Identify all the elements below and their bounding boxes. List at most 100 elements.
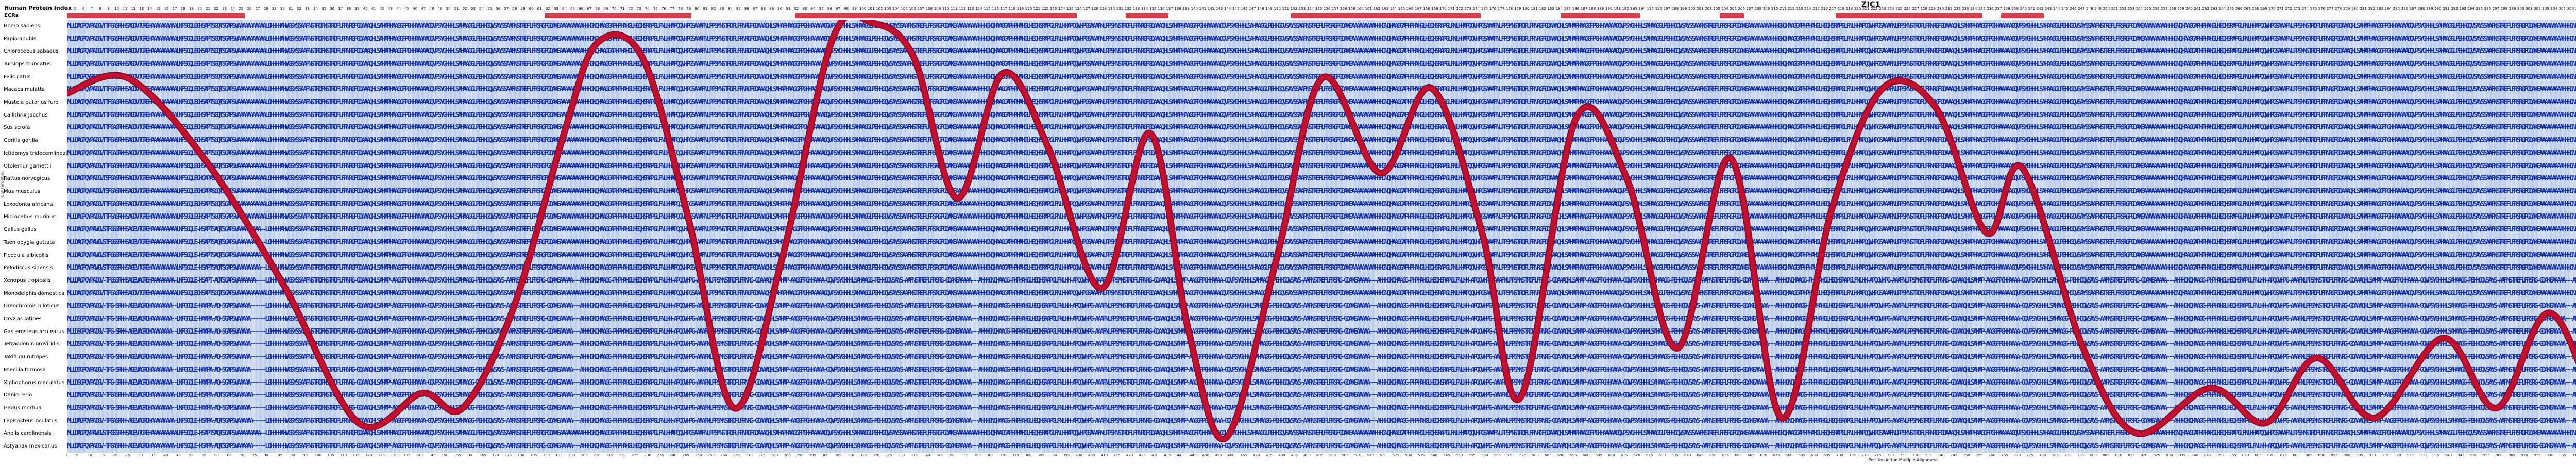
ruler-tick: 305 [2558,7,2566,11]
ruler-tick: 268 [2252,7,2259,11]
ecr-block [2001,13,2044,18]
ruler-tick: 890 [2318,453,2325,457]
ruler-tick: 660 [1735,453,1742,457]
ruler-tick: 100 [314,453,322,457]
species-label: Macaca mulatta [4,87,45,93]
ruler-top: 4 5 6 7 8 9 10 11 12 13 14 15 16 17 18 19 20 21 22 23 24 25 26… [66,7,2576,11]
ruler-tick: 485 [1291,453,1298,457]
ruler-tick: 111 [950,7,958,11]
ruler-tick: 113 [967,7,974,11]
ruler-tick: 895 [2331,453,2338,457]
ruler-tick: 86 [744,7,749,11]
species-label: Ictidomys tridecemlineatus [4,150,74,156]
ruler-tick: 242 [2036,7,2044,11]
ruler-tick: 925 [2406,453,2414,457]
ruler-tick: 107 [917,7,924,11]
ecrs-label: ECRs [4,13,19,19]
ruler-tick: 390 [1050,453,1057,457]
ruler-tick: 169 [1431,7,1438,11]
ruler-tick: 92 [794,7,799,11]
ruler-tick: 260 [2185,7,2193,11]
ruler-tick: 227 [1912,7,1919,11]
ruler-tick: 835 [2178,453,2186,457]
ruler-tick: 195 [1647,7,1654,11]
ruler-tick: 710 [1861,453,1869,457]
ruler-tick: 130 [1108,7,1115,11]
ruler-tick: 815 [2128,453,2135,457]
ruler-tick: 750 [1963,453,1970,457]
sequence-row: MLLDAGPQYPAVGVSTFGSSRHHSAGEVTGREHAAAAAAA… [67,226,2576,234]
ruler-tick: 640 [1684,453,1691,457]
ruler-tick: 990 [2571,453,2576,457]
ruler-tick: 500 [1329,453,1336,457]
ruler-tick: 131 [1116,7,1124,11]
ruler-tick: 187 [1580,7,1588,11]
ruler-tick: 174 [1472,7,1480,11]
ruler-tick: 129 [1099,7,1107,11]
ruler-tick: 440 [1177,453,1184,457]
ruler-tick: 145 [429,453,436,457]
ruler-tick: 200 [1688,7,1696,11]
ruler-tick: 40 [363,7,368,11]
ruler-tick: 139 [1182,7,1190,11]
x-axis-label: Position in the Multiple Alignment [1868,458,1938,462]
ruler-tick: 94 [810,7,816,11]
ruler-tick: 865 [2255,453,2262,457]
ruler-tick: 805 [2103,453,2110,457]
ruler-tick: 50 [446,7,451,11]
ruler-tick: 510 [1354,453,1362,457]
sequence-row: MLLDAGPQYPAVGVSTFGSSRHHSAGEVTGREHAAAAAAA… [67,429,2576,438]
ruler-tick: 530 [1405,453,1412,457]
ruler-tick: 250 [695,453,702,457]
sequence-row: MLLDAGPQYPAIGVTTFGAGRHHSAGDVTGREHAAAAAAA… [67,60,2576,68]
ruler-tick: 106 [909,7,916,11]
ruler-tick: 565 [1494,453,1501,457]
ruler-tick: 98 [844,7,849,11]
ruler-tick: 289 [2426,7,2433,11]
ruler-tick: 172 [1456,7,1463,11]
ruler-tick: 240 [2020,7,2027,11]
ruler-tick: 158 [1340,7,1347,11]
ruler-tick: 95 [303,453,308,457]
ruler-tick: 315 [860,453,867,457]
ruler-tick: 425 [1139,453,1146,457]
ruler-tick: 116 [992,7,999,11]
ruler-tick: 178 [1506,7,1513,11]
sequence-row: MLLDAGPQYPAIGVTSFGASRHHSAGDVTGREHAAAAAAA… [67,187,2576,195]
ruler-tick: 301 [2526,7,2533,11]
ruler-tick: 147 [1249,7,1256,11]
ruler-tick: 123 [1050,7,1057,11]
ruler-tick: 410 [1100,453,1108,457]
ruler-tick: 103 [884,7,891,11]
ruler-tick: 33 [305,7,310,11]
ruler-tick: 965 [2508,453,2516,457]
ruler-tick: 150 [1274,7,1281,11]
species-label: Microcebus murinus [4,214,56,220]
ruler-tick: 270 [2268,7,2276,11]
ruler-tick: 297 [2492,7,2500,11]
ruler-tick: 115 [352,453,360,457]
ruler-tick: 10 [87,453,92,457]
sequence-row: MLLDSGPQYPAIGV-TFG-SRHH-AGEVAGRDHAAAAAAA… [67,315,2576,323]
ruler-tick: 755 [1975,453,1983,457]
ruler-tick: 257 [2161,7,2168,11]
ruler-tick: 282 [2368,7,2375,11]
ruler-tick: 275 [2310,7,2317,11]
ruler-tick: 143 [1215,7,1223,11]
ruler-tick: 135 [1149,7,1157,11]
ruler-tick: 20 [113,453,117,457]
ruler-tick: 940 [2445,453,2452,457]
page-title: ZIC1 [1861,1,1881,9]
ruler-tick: 65 [227,453,232,457]
ruler-tick: 13 [139,7,144,11]
ruler-tick: 276 [2318,7,2326,11]
ruler-tick: 251 [2111,7,2118,11]
ruler-tick: 223 [1879,7,1886,11]
ruler-tick: 770 [2013,453,2021,457]
ruler-tick: 365 [987,453,994,457]
ruler-tick: 300 [2517,7,2524,11]
ruler-tick: 280 [771,453,778,457]
ruler-tick: 141 [1199,7,1207,11]
ruler-tick: 209 [1762,7,1770,11]
ruler-tick: 171 [1448,7,1455,11]
